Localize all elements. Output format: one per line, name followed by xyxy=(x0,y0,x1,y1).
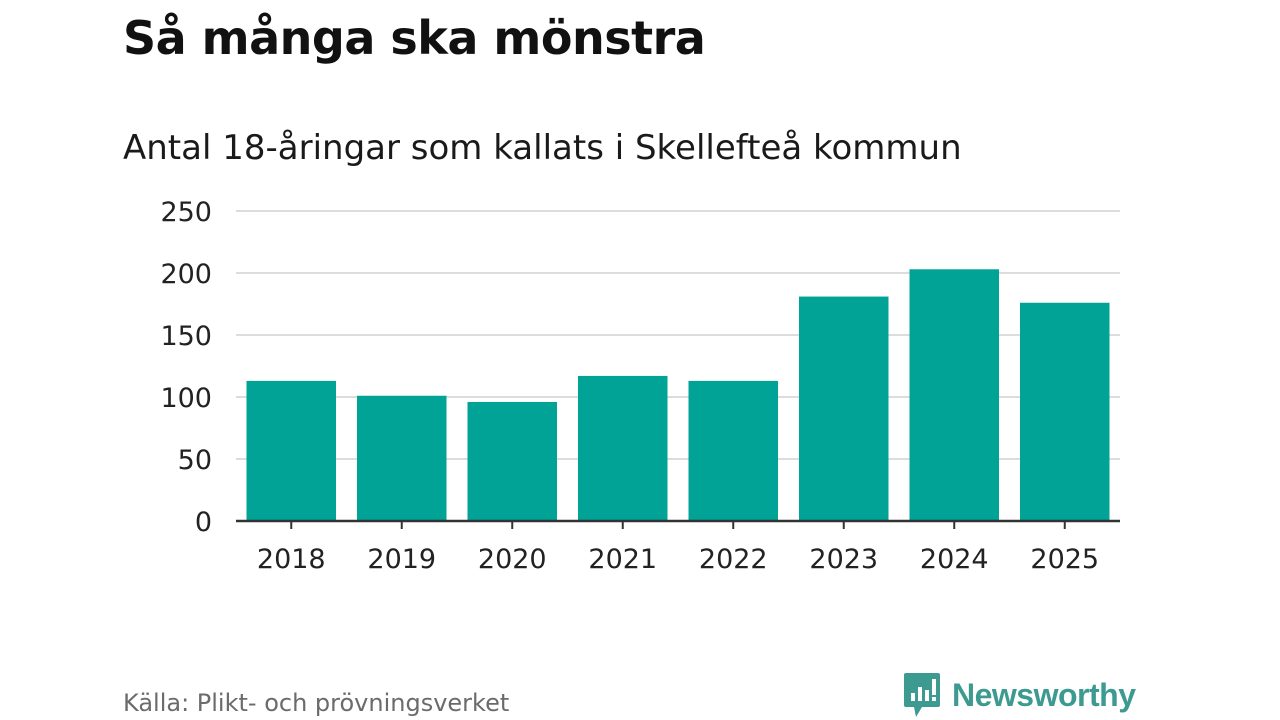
chart-title: Så många ska mönstra xyxy=(123,11,706,65)
y-tick-label: 250 xyxy=(160,197,212,228)
bar-2022 xyxy=(688,380,779,521)
y-tick-label: 50 xyxy=(178,445,212,476)
x-tick-label: 2022 xyxy=(699,544,768,575)
source-note: Källa: Plikt- och prövningsverket xyxy=(123,689,510,717)
x-tick-label: 2019 xyxy=(367,544,436,575)
x-tick-label: 2018 xyxy=(257,544,326,575)
bar-2019 xyxy=(356,395,447,521)
x-tick-label: 2024 xyxy=(920,544,989,575)
x-tick-label: 2020 xyxy=(478,544,547,575)
bar-2024 xyxy=(909,269,1000,521)
newsworthy-logo-icon xyxy=(904,673,940,717)
brand-logo: Newsworthy xyxy=(902,670,1136,720)
x-tick-label: 2025 xyxy=(1030,544,1099,575)
bar-2021 xyxy=(577,375,668,521)
bar-2020 xyxy=(467,401,558,521)
y-tick-label: 100 xyxy=(160,383,212,414)
y-tick-label: 0 xyxy=(195,507,212,538)
chart-subtitle: Antal 18-åringar som kallats i Skellefte… xyxy=(123,128,962,168)
bars xyxy=(246,269,1110,521)
y-tick-label: 150 xyxy=(160,321,212,352)
brand-name: Newsworthy xyxy=(952,676,1136,713)
bar-2025 xyxy=(1019,302,1110,521)
y-tick-label: 200 xyxy=(160,259,212,290)
x-tick-label: 2021 xyxy=(588,544,657,575)
bar-2023 xyxy=(798,296,889,521)
x-tick-label: 2023 xyxy=(809,544,878,575)
bar-2018 xyxy=(246,380,337,521)
axes: 0 50 100 150 200 250 2018 2019 2020 2021 2022 2023 2… xyxy=(160,197,1120,575)
